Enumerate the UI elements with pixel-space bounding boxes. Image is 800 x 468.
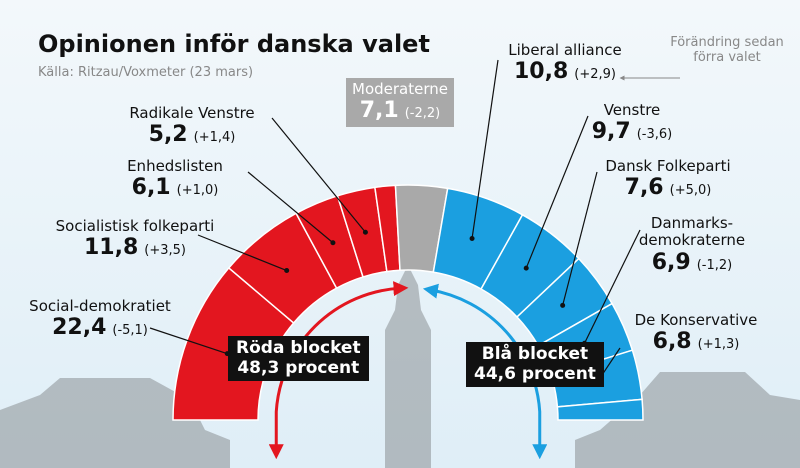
party-name: Danmarks-demokraterne: [638, 214, 746, 250]
block-total: 48,3 procent: [237, 357, 360, 378]
party-label: Moderaterne 7,1 (-2,2): [320, 78, 480, 127]
party-change: (-5,1): [112, 323, 148, 339]
party-change: (+1,4): [193, 130, 236, 146]
pointer-line: [149, 327, 228, 355]
party-label: Venstre 9,7 (-3,6): [552, 101, 712, 145]
party-label: Socialistisk folkeparti 11,8 (+3,5): [55, 217, 215, 261]
pointer-dot: [284, 268, 290, 274]
party-value: 7,1: [359, 98, 399, 124]
pointer-line: [562, 171, 598, 306]
party-value: 5,2: [148, 122, 188, 148]
pointer-line: [471, 59, 499, 239]
party-label: Radikale Venstre 5,2 (+1,4): [112, 104, 272, 148]
block-label: Röda blocket 48,3 procent: [228, 336, 369, 382]
party-name: Moderaterne: [352, 80, 448, 98]
party-value-row: 7,1 (-2,2): [352, 98, 448, 123]
chart-title: Opinionen inför danska valet: [38, 30, 430, 58]
party-label: De Konservative 6,8 (+1,3): [616, 311, 776, 355]
party-value: 6,8: [652, 329, 692, 355]
party-value-row: 5,2 (+1,4): [112, 122, 272, 147]
party-name: Venstre: [603, 101, 661, 119]
pointer-dot: [523, 265, 529, 271]
party-change: (+1,3): [697, 337, 740, 353]
party-name: Dansk Folkeparti: [605, 157, 731, 175]
party-name: Socialistisk folkeparti: [55, 217, 215, 235]
party-change: (+2,9): [574, 67, 616, 83]
party-value-row: 9,7 (-3,6): [552, 119, 712, 144]
party-box: Moderaterne 7,1 (-2,2): [346, 78, 454, 127]
party-value: 6,1: [131, 175, 171, 201]
party-name: Radikale Venstre: [129, 104, 255, 122]
party-value: 11,8: [84, 235, 139, 261]
party-change: (+3,5): [144, 243, 186, 259]
party-label: Social-demokratiet 22,4 (-5,1): [20, 297, 180, 341]
pointer-line: [525, 115, 589, 269]
pointer-line: [584, 229, 641, 344]
pointer-dot: [469, 235, 475, 241]
party-value-row: 6,9 (-1,2): [612, 250, 772, 275]
party-value: 22,4: [52, 315, 107, 341]
party-label: Enhedslisten 6,1 (+1,0): [95, 157, 255, 201]
block-total: 44,6 procent: [474, 363, 596, 384]
party-value-row: 6,1 (+1,0): [95, 175, 255, 200]
party-change: (-2,2): [404, 106, 441, 122]
chart-subtitle: Källa: Ritzau/Voxmeter (23 mars): [38, 65, 253, 80]
party-change: (-1,2): [696, 257, 733, 273]
party-value-row: 11,8 (+3,5): [55, 235, 215, 260]
pointer-dot: [560, 302, 566, 308]
party-change: (-3,6): [636, 127, 673, 143]
party-value-row: 22,4 (-5,1): [20, 315, 180, 340]
party-label: Danmarks-demokraterne 6,9 (-1,2): [612, 214, 772, 275]
party-name: Social-demokratiet: [29, 297, 171, 315]
party-name: Enhedslisten: [127, 157, 223, 175]
party-value-row: 6,8 (+1,3): [616, 329, 776, 354]
arc-segment: [556, 398, 644, 421]
block-label: Blå blocket 44,6 procent: [466, 342, 604, 388]
party-value: 10,8: [514, 59, 569, 85]
change-note: Förändring sedan förra valet: [670, 35, 784, 65]
pointer-line: [197, 234, 287, 272]
party-value-row: 7,6 (+5,0): [588, 175, 748, 200]
party-value-row: 10,8 (+2,9): [485, 59, 645, 84]
pointer-dot: [362, 229, 368, 235]
party-change: (+5,0): [669, 183, 712, 199]
party-label: Liberal alliance 10,8 (+2,9): [485, 41, 645, 85]
party-value: 6,9: [651, 249, 691, 275]
party-value: 9,7: [591, 119, 631, 145]
pointer-dot: [330, 240, 336, 246]
party-value: 7,6: [624, 175, 664, 201]
party-label: Dansk Folkeparti 7,6 (+5,0): [588, 157, 748, 201]
party-name: De Konservative: [634, 311, 758, 329]
block-arrow: [268, 281, 409, 460]
block-name: Blå blocket: [481, 344, 589, 364]
pointer-line: [247, 171, 334, 244]
party-name: Liberal alliance: [508, 41, 622, 59]
block-name: Röda blocket: [236, 338, 361, 358]
party-change: (+1,0): [176, 183, 219, 199]
pointer-line: [271, 117, 366, 233]
block-arrow: [422, 283, 548, 460]
buildings: [0, 265, 800, 468]
